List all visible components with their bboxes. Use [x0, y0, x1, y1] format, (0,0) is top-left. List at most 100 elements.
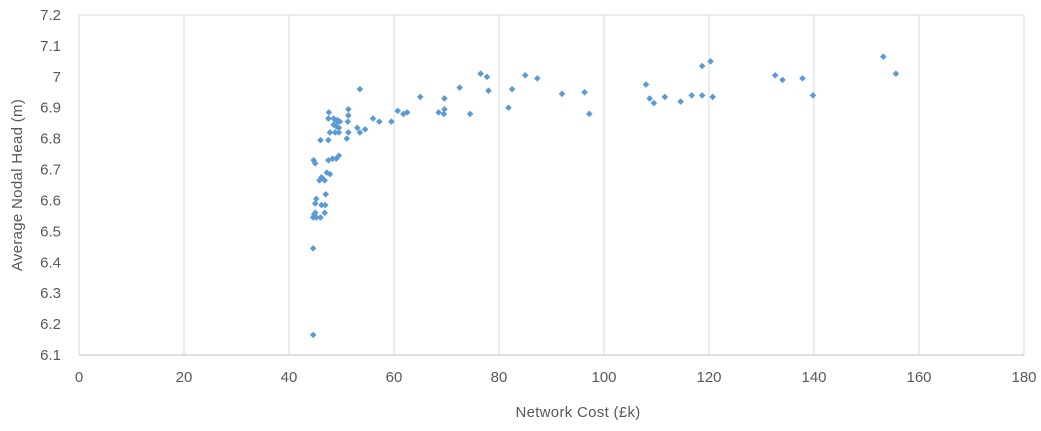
data-point: [441, 105, 448, 113]
data-point: [309, 245, 317, 252]
data-point: [661, 93, 669, 101]
data-point: [771, 71, 779, 79]
data-point: [310, 156, 317, 164]
data-point: [317, 214, 324, 221]
data-point: [779, 76, 786, 84]
data-point: [456, 84, 463, 91]
data-point: [650, 99, 658, 107]
data-point: [344, 118, 352, 125]
data-point: [353, 124, 361, 132]
gridlines: [183, 15, 1025, 355]
data-point: [483, 73, 491, 81]
data-point: [416, 93, 424, 101]
data-point: [477, 70, 484, 78]
data-point: [521, 71, 529, 79]
data-point: [809, 92, 817, 99]
y-tick-label: 7.2: [40, 7, 61, 24]
data-point: [677, 98, 684, 105]
x-tick-label: 160: [906, 369, 931, 386]
data-point: [311, 160, 319, 167]
x-tick-label: 40: [281, 369, 298, 386]
data-point: [321, 201, 329, 209]
data-point: [394, 107, 401, 115]
data-point: [799, 75, 806, 82]
x-tick-label: 120: [696, 369, 721, 386]
y-tick-label: 6.9: [40, 100, 61, 117]
y-tick-label: 6.4: [40, 254, 61, 271]
y-tick-label: 6.5: [40, 223, 61, 240]
data-point: [335, 124, 343, 132]
data-point: [325, 136, 332, 144]
y-tick-label: 6.3: [40, 285, 61, 302]
data-point: [323, 169, 331, 176]
data-point: [485, 87, 492, 95]
data-point: [336, 118, 344, 125]
x-tick-label: 80: [491, 369, 508, 386]
data-point: [316, 177, 323, 184]
y-tick-label: 6.6: [40, 192, 61, 209]
data-point: [642, 81, 650, 88]
data-point: [581, 88, 588, 96]
data-point: [325, 109, 333, 116]
x-tick-label: 100: [591, 369, 616, 386]
data-point: [326, 129, 334, 136]
data-point: [586, 110, 593, 118]
data-point: [558, 90, 566, 98]
data-point: [345, 129, 352, 136]
data-point: [329, 155, 336, 163]
data-point: [343, 135, 351, 142]
data-point: [466, 110, 474, 118]
y-tick-label: 6.7: [40, 162, 61, 179]
data-point: [318, 201, 325, 209]
data-point: [332, 155, 340, 163]
x-tick-label: 140: [801, 369, 826, 386]
data-point: [345, 105, 352, 113]
data-point: [313, 214, 320, 221]
data-point: [356, 129, 364, 136]
data-point: [440, 110, 448, 118]
y-tick-label: 6.2: [40, 316, 61, 333]
data-point: [325, 115, 332, 122]
data-point: [534, 75, 541, 82]
data-point: [698, 92, 706, 99]
data-point: [345, 112, 352, 119]
y-tick-label: 6.8: [40, 131, 61, 148]
data-point: [505, 104, 512, 112]
tick-labels: 0 20 40 60 80 100 120 140 160 180 6.1 6.2 6.3 6.4 6.5 6…: [40, 7, 1036, 386]
data-point: [313, 195, 320, 203]
data-point: [361, 126, 369, 133]
data-point: [688, 92, 695, 99]
data-points: [309, 53, 900, 339]
y-tick-label: 6.1: [40, 347, 61, 364]
x-tick-label: 180: [1011, 369, 1036, 386]
x-axis-title: Network Cost (£k): [515, 404, 640, 421]
data-point: [321, 177, 328, 184]
data-point: [892, 70, 900, 78]
x-tick-label: 20: [176, 369, 193, 386]
data-point: [435, 109, 442, 116]
data-point: [880, 53, 887, 61]
data-point: [322, 190, 330, 198]
data-point: [369, 115, 377, 122]
data-point: [441, 95, 448, 102]
x-tick-label: 0: [75, 369, 83, 386]
data-point: [331, 129, 339, 136]
y-tick-label: 7: [53, 69, 61, 86]
data-point: [709, 93, 716, 101]
data-point: [698, 62, 706, 70]
data-point: [311, 200, 319, 207]
data-point: [403, 109, 411, 116]
data-point: [707, 58, 714, 65]
data-point: [388, 118, 395, 125]
data-point: [318, 173, 325, 181]
data-point: [311, 209, 319, 217]
data-point: [356, 85, 364, 93]
data-point: [334, 116, 341, 124]
data-point: [508, 85, 516, 93]
y-axis-title: Average Nodal Head (m): [9, 99, 26, 271]
data-point: [646, 95, 653, 102]
data-point: [335, 152, 343, 159]
data-point: [326, 170, 334, 178]
